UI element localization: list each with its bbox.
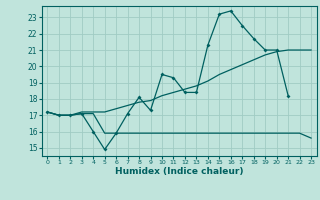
X-axis label: Humidex (Indice chaleur): Humidex (Indice chaleur) [115, 167, 244, 176]
